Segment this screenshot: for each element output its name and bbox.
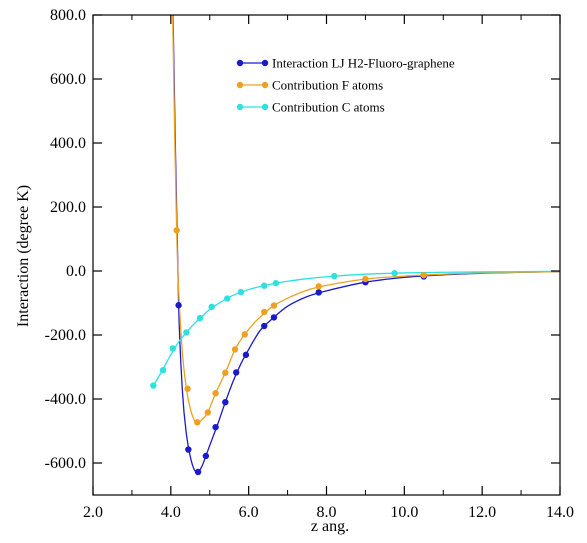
series-line-3	[152, 270, 560, 386]
data-point-s1-9	[261, 322, 268, 330]
data-point-s2-13	[420, 271, 427, 279]
x-tick-label: 2.0	[83, 504, 103, 521]
y-tick-label: -600.0	[45, 455, 86, 472]
data-point-s2-7	[231, 346, 239, 353]
series-line-2	[172, 15, 560, 424]
legend-label-2: Contribution F atoms	[272, 78, 383, 93]
x-tick-label: 12.0	[468, 504, 496, 521]
y-tick-label: 200.0	[50, 199, 86, 216]
data-point-s2-11	[315, 283, 322, 290]
data-point-s2-3	[194, 419, 201, 426]
x-tick-label: 14.0	[546, 504, 574, 521]
data-point-s3-1	[150, 382, 157, 389]
data-point-s2-5	[212, 390, 219, 397]
legend-label-1: Interaction LJ H2-Fluoro-graphene	[272, 56, 455, 71]
axis-tick-labels: 2.0 4.0 6.0 8.0 10.0 12.0 14.0 800.0 600.0 400.0 2…	[45, 7, 574, 521]
x-tick-label: 10.0	[390, 504, 418, 521]
data-point-s3-12	[391, 270, 398, 277]
data-point-s3-10	[272, 279, 280, 287]
y-tick-label: 0.0	[66, 263, 86, 280]
data-point-s1-5	[212, 423, 219, 431]
legend-marker-1	[261, 59, 269, 67]
data-point-s1-3	[194, 468, 202, 476]
legend-label-3: Contribution C atoms	[272, 100, 385, 115]
data-point-s2-10	[270, 302, 278, 309]
data-point-s2-6	[222, 369, 229, 376]
axis-ticks	[92, 14, 561, 495]
legend-marker-1	[236, 59, 244, 67]
y-tick-label: -400.0	[45, 391, 86, 408]
data-point-s1-2	[185, 446, 192, 453]
x-tick-label: 8.0	[317, 504, 337, 521]
y-tick-label: 800.0	[50, 7, 86, 24]
data-point-s2-4	[204, 409, 211, 416]
data-point-s1-4	[202, 452, 210, 460]
y-tick-label: 600.0	[50, 71, 86, 88]
legend-marker-3	[236, 103, 244, 111]
x-tick-label: 4.0	[161, 504, 181, 521]
data-point-s2-1	[173, 227, 180, 234]
data-point-s3-6	[208, 303, 215, 311]
data-point-s3-3	[169, 345, 176, 352]
data-point-s3-4	[183, 329, 190, 336]
series-points	[150, 227, 427, 476]
data-point-s2-8	[241, 331, 248, 338]
y-axis-label: Interaction (degree K)	[15, 185, 32, 327]
data-point-s3-5	[196, 314, 204, 322]
data-point-s3-8	[237, 288, 245, 296]
data-point-s1-6	[222, 399, 229, 406]
data-point-s1-10	[270, 314, 278, 321]
y-tick-label: -200.0	[45, 327, 86, 344]
data-point-s3-11	[331, 272, 338, 280]
data-point-s2-2	[184, 385, 191, 392]
legend-marker-3	[261, 103, 269, 111]
data-point-s3-7	[224, 295, 231, 302]
legend-marker-2	[236, 81, 244, 89]
x-tick-label: 6.0	[239, 504, 259, 521]
data-point-s1-1	[175, 302, 182, 309]
data-point-s1-7	[233, 369, 240, 376]
data-point-s2-9	[261, 308, 268, 316]
legend-marker-2	[261, 81, 269, 89]
series-curves	[152, 15, 560, 473]
data-point-s1-11	[315, 289, 322, 296]
data-point-s2-12	[362, 275, 369, 283]
data-point-s3-2	[159, 367, 167, 374]
series-line-1	[172, 15, 560, 473]
data-point-s1-8	[242, 351, 250, 359]
y-tick-label: 400.0	[50, 135, 86, 152]
data-point-s3-9	[261, 282, 268, 289]
x-axis-label: z ang.	[311, 518, 349, 535]
legend: Interaction LJ H2-Fluoro-graphene Contrib…	[236, 56, 455, 115]
